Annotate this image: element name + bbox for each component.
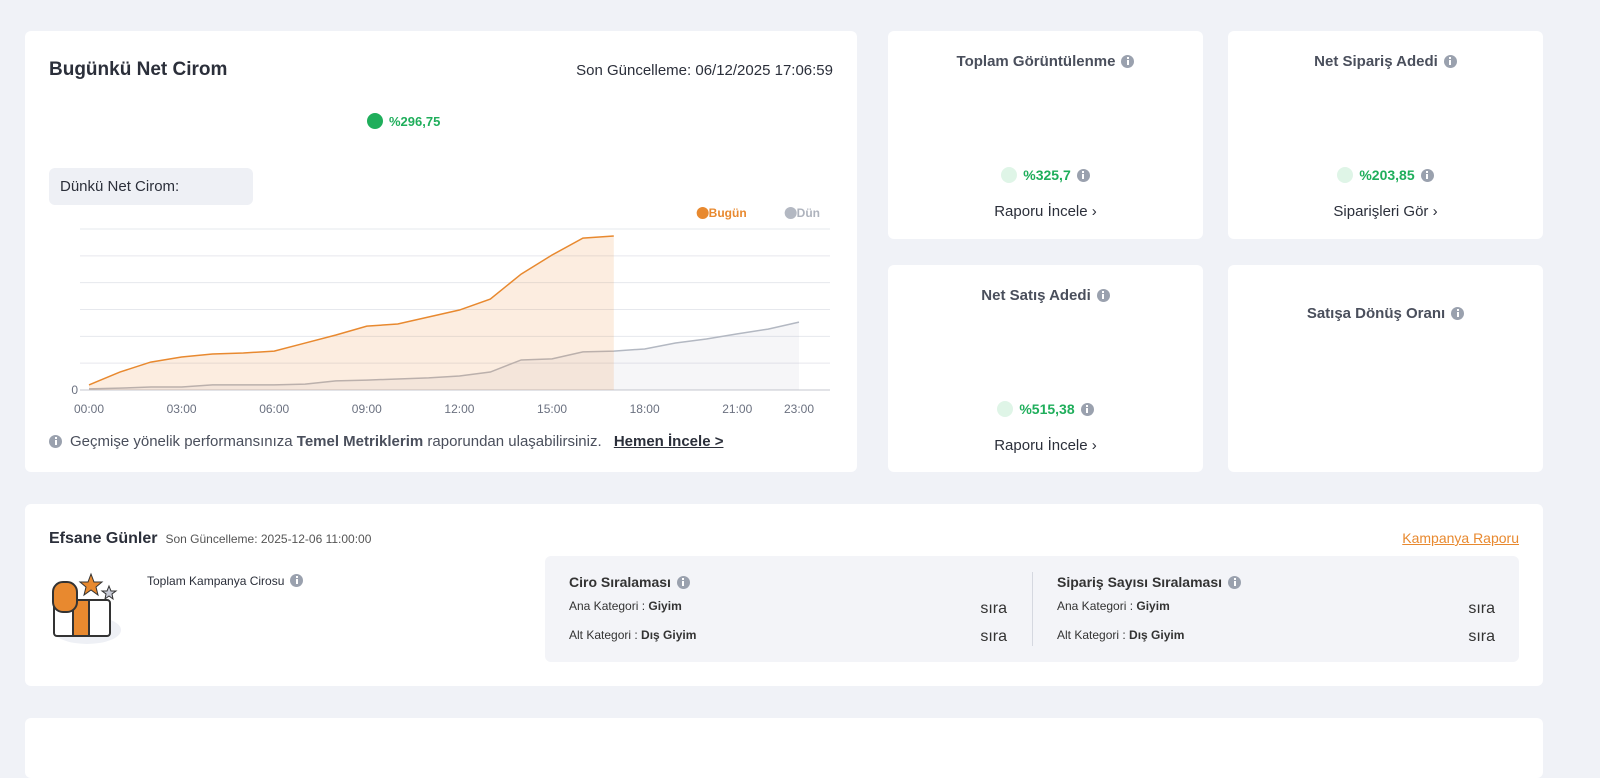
t: Giyim xyxy=(1136,599,1170,613)
total-label: Toplam Kampanya Cirosu xyxy=(147,574,304,588)
t: Giyim xyxy=(648,599,682,613)
t: Geçmişe yönelik performansınıza xyxy=(70,433,297,450)
t: raporundan ulaşabilirsiniz. xyxy=(423,433,602,450)
t: Temel Metriklerim xyxy=(296,433,424,450)
metric-change: %325,7 xyxy=(888,167,1203,183)
t: %515,38 xyxy=(1019,401,1075,417)
t: Ana Kategori : xyxy=(1057,599,1137,613)
metric-card: Toplam Görüntülenme %325,7 Raporu İncele… xyxy=(888,31,1203,239)
metric-title: Satışa Dönüş Oranı xyxy=(1228,305,1543,322)
metric-action[interactable]: Siparişleri Gör › xyxy=(1333,203,1438,220)
rank: sıra xyxy=(1468,600,1495,617)
t: Net Satış Adedi xyxy=(981,287,1091,304)
t[interactable]: Raporu İncele xyxy=(994,203,1088,220)
t[interactable]: Siparişleri Gör xyxy=(1333,203,1429,220)
rank: sıra xyxy=(1468,628,1495,645)
metric-change: %203,85 xyxy=(1228,167,1543,183)
campaign-icon xyxy=(52,572,121,644)
change-text: %296,75 xyxy=(389,114,441,129)
metric-title: Net Satış Adedi xyxy=(888,287,1203,304)
revenue-card: Bugünkü Net Cirom Son Güncelleme: 06/12/… xyxy=(25,31,857,472)
t: Son Güncelleme: 2025-12-06 11:00:00 xyxy=(165,532,372,546)
t: Satışa Dönüş Oranı xyxy=(1306,305,1446,322)
metric-action[interactable]: Raporu İncele › xyxy=(994,203,1097,220)
t: Sipariş Sayısı Sıralaması xyxy=(1057,574,1222,590)
t: Dış Giyim xyxy=(641,628,697,642)
ranking: Sipariş Sayısı Sıralaması Ana Kategori :… xyxy=(1057,556,1495,662)
metric-title: Net Sipariş Adedi xyxy=(1228,53,1543,70)
t: Toplam Görüntülenme xyxy=(956,53,1116,70)
t: Efsane Günler xyxy=(49,530,158,547)
t: Dış Giyim xyxy=(1129,628,1185,642)
t: Alt Kategori : xyxy=(1057,628,1130,642)
rankings: Ciro Sıralaması Ana Kategori : Giyim sır… xyxy=(545,556,1519,662)
metric-card: Net Satış Adedi %515,38 Raporu İncele › xyxy=(888,265,1203,472)
metric-title: Toplam Görüntülenme xyxy=(888,53,1203,70)
metric-card: Satışa Dönüş Oranı xyxy=(1228,265,1543,472)
campaign-header: Efsane Günler Son Güncelleme: 2025-12-06 … xyxy=(49,530,371,548)
t: Toplam Kampanya Cirosu xyxy=(147,574,285,588)
rank: sıra xyxy=(980,628,1007,645)
campaign-card: Efsane Günler Son Güncelleme: 2025-12-06 … xyxy=(25,504,1543,686)
t: Net Sipariş Adedi xyxy=(1314,53,1438,70)
ranking: Ciro Sıralaması Ana Kategori : Giyim sır… xyxy=(569,556,1007,662)
t: %325,7 xyxy=(1023,167,1071,183)
t[interactable]: Raporu İncele xyxy=(994,437,1088,454)
yesterday-box: Dünkü Net Cirom: xyxy=(49,168,253,205)
link[interactable]: Hemen İncele > xyxy=(613,433,724,450)
metric-change: %515,38 xyxy=(888,401,1203,417)
metric-card: Net Sipariş Adedi %203,85 Siparişleri Gö… xyxy=(1228,31,1543,239)
report-link[interactable]: Kampanya Raporu xyxy=(1402,530,1519,546)
last-update: Son Güncelleme: 06/12/2025 17:06:59 xyxy=(576,62,833,79)
page: Bugünkü Net Cirom Son Güncelleme: 06/12/… xyxy=(25,31,1543,778)
metric-action[interactable]: Raporu İncele › xyxy=(994,437,1097,454)
t: Alt Kategori : xyxy=(569,628,642,642)
t: Ciro Sıralaması xyxy=(569,574,671,590)
t: %203,85 xyxy=(1359,167,1415,183)
next-card xyxy=(25,718,1543,778)
title: Bugünkü Net Cirom xyxy=(49,59,228,80)
footer-note: Geçmişe yönelik performansınıza Temel Me… xyxy=(49,433,723,450)
t: Ana Kategori : xyxy=(569,599,649,613)
rank: sıra xyxy=(980,600,1007,617)
change: %296,75 xyxy=(367,113,440,129)
